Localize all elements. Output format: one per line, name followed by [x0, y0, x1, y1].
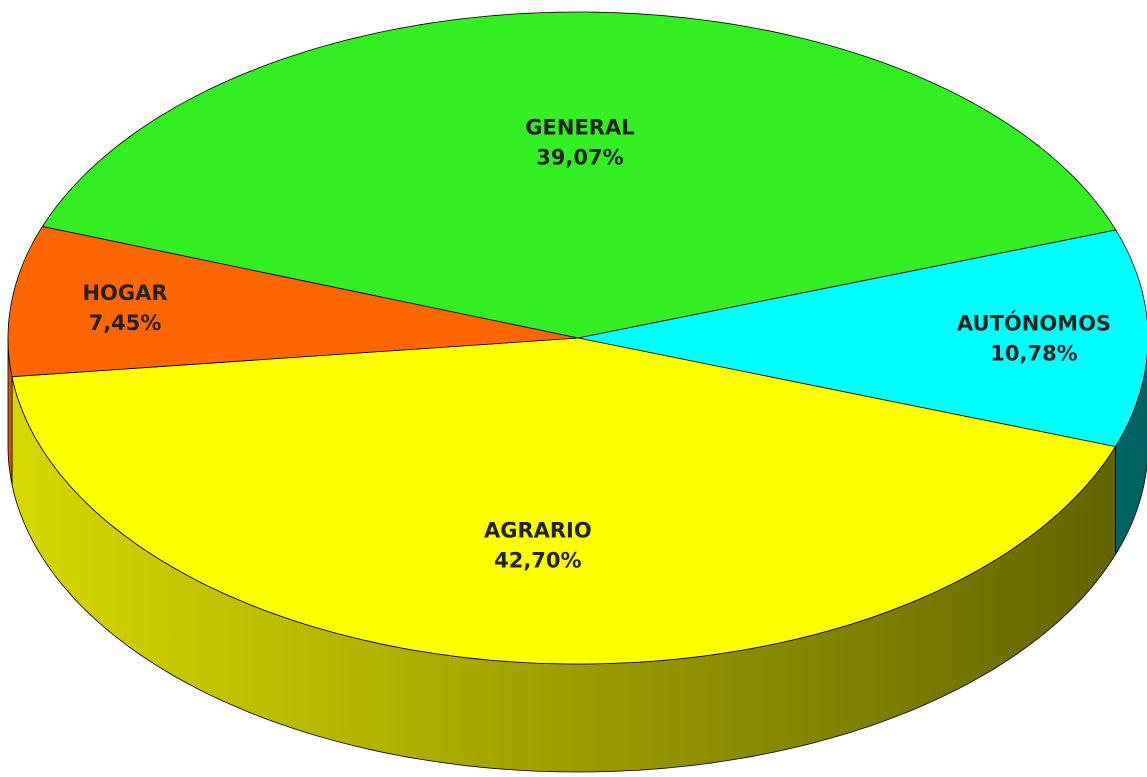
slice: [577, 229, 1147, 448]
slice-value-label: 42,70%: [494, 548, 581, 572]
slice: [41, 11, 1117, 339]
slice-value-label: 39,07%: [536, 145, 623, 169]
slice-label: AGRARIO: [484, 518, 592, 542]
slice: [11, 337, 1117, 665]
slice-value-label: 10,78%: [990, 341, 1077, 365]
slice-label: AUTÓNOMOS: [957, 310, 1111, 335]
slice-value-label: 7,45%: [89, 311, 162, 335]
slice: [7, 226, 579, 378]
slice-label: GENERAL: [525, 115, 634, 139]
slice-label: HOGAR: [82, 281, 167, 305]
